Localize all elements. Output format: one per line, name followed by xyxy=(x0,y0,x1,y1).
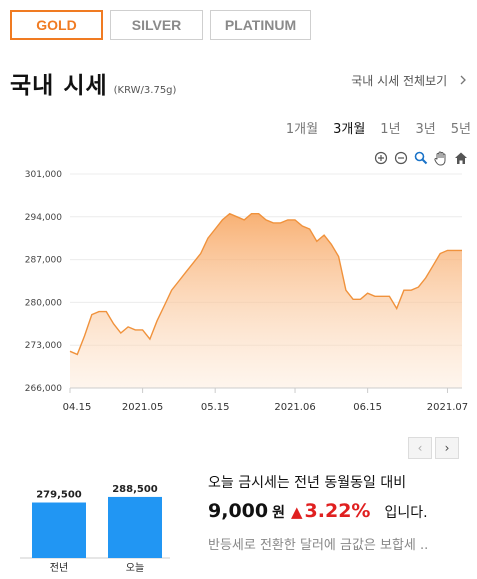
pan-hand-icon[interactable] xyxy=(433,150,449,166)
x-tick-label: 2021.06 xyxy=(274,402,315,413)
comparison-bar-chart: 279,500 전년 288,500 오늘 xyxy=(20,484,170,574)
magnifier-icon[interactable] xyxy=(413,150,429,166)
up-arrow-icon: ▲ xyxy=(291,503,303,521)
series-line xyxy=(69,212,462,356)
bar-value-label: 288,500 xyxy=(112,484,158,495)
summary: 오늘 금시세는 전년 동월동일 대비 9,000 원 ▲ 3.22% 입니다. … xyxy=(208,472,428,553)
x-tick-label: 2021.07 xyxy=(427,402,468,413)
x-tick-label: 2021.05 xyxy=(122,402,163,413)
tab-gold[interactable]: GOLD xyxy=(10,10,103,40)
y-tick-label: 280,000 xyxy=(25,298,62,308)
bar-value-label: 279,500 xyxy=(36,490,82,501)
period-3m[interactable]: 3개월 xyxy=(333,122,366,137)
unit-label: (KRW/3.75g) xyxy=(113,85,177,96)
period-1m[interactable]: 1개월 xyxy=(285,122,319,137)
tab-silver[interactable]: SILVER xyxy=(110,10,203,40)
bar-category-label: 오늘 xyxy=(126,562,144,574)
y-tick-labels: 266,000 273,000 280,000 287,000 294,000 301,0… xyxy=(25,170,62,394)
zoom-in-icon[interactable] xyxy=(373,150,389,166)
currency-label: 원 xyxy=(272,505,285,521)
next-button[interactable]: › xyxy=(435,437,459,459)
price-area-chart: 266,000 273,000 280,000 287,000 294,000 301,0… xyxy=(25,170,468,413)
bar xyxy=(108,496,162,558)
page-title: 국내 시세 xyxy=(10,73,108,99)
x-ticks xyxy=(69,388,448,393)
news-headline[interactable]: 반등세로 전환한 달러에 금값은 보합세 .. xyxy=(208,538,429,553)
summary-change: 9,000 원 ▲ 3.22% 입니다. xyxy=(208,500,428,522)
chart-pager: ‹ › xyxy=(408,437,459,459)
y-tick-label: 301,000 xyxy=(25,170,62,180)
change-amount: 9,000 xyxy=(208,500,269,522)
x-tick-label: 04.15 xyxy=(63,402,92,413)
change-percent: 3.22% xyxy=(304,500,371,522)
zoom-out-icon[interactable] xyxy=(393,150,409,166)
title-row: 국내 시세 (KRW/3.75g) xyxy=(10,66,176,100)
y-tick-label: 273,000 xyxy=(25,341,62,351)
chevron-right-icon xyxy=(460,75,466,85)
metal-tabs: GOLD SILVER PLATINUM xyxy=(10,10,311,40)
period-selector: 1개월 3개월 1년 3년 5년 xyxy=(286,118,471,137)
bar-category-label: 전년 xyxy=(50,562,68,574)
x-tick-label: 05.15 xyxy=(201,402,230,413)
bar xyxy=(32,502,86,558)
period-5y[interactable]: 5년 xyxy=(450,122,471,137)
y-tick-label: 287,000 xyxy=(25,256,62,266)
view-all-label: 국내 시세 전체보기 xyxy=(351,74,448,88)
chart-tools xyxy=(373,150,469,166)
y-tick-label: 294,000 xyxy=(25,213,62,223)
x-tick-label: 06.15 xyxy=(353,402,382,413)
period-3y[interactable]: 3년 xyxy=(415,122,436,137)
view-all-link[interactable]: 국내 시세 전체보기 xyxy=(351,72,469,89)
prev-button[interactable]: ‹ xyxy=(408,437,432,459)
area-fill xyxy=(70,213,462,388)
y-tick-label: 266,000 xyxy=(25,384,62,394)
summary-text: 오늘 금시세는 전년 동월동일 대비 xyxy=(208,475,407,491)
home-icon[interactable] xyxy=(453,150,469,166)
summary-tail: 입니다. xyxy=(384,505,428,521)
x-tick-labels: 04.15 2021.05 05.15 2021.06 06.15 2021.07 xyxy=(63,402,468,413)
tab-platinum[interactable]: PLATINUM xyxy=(210,10,311,40)
period-1y[interactable]: 1년 xyxy=(380,122,401,137)
